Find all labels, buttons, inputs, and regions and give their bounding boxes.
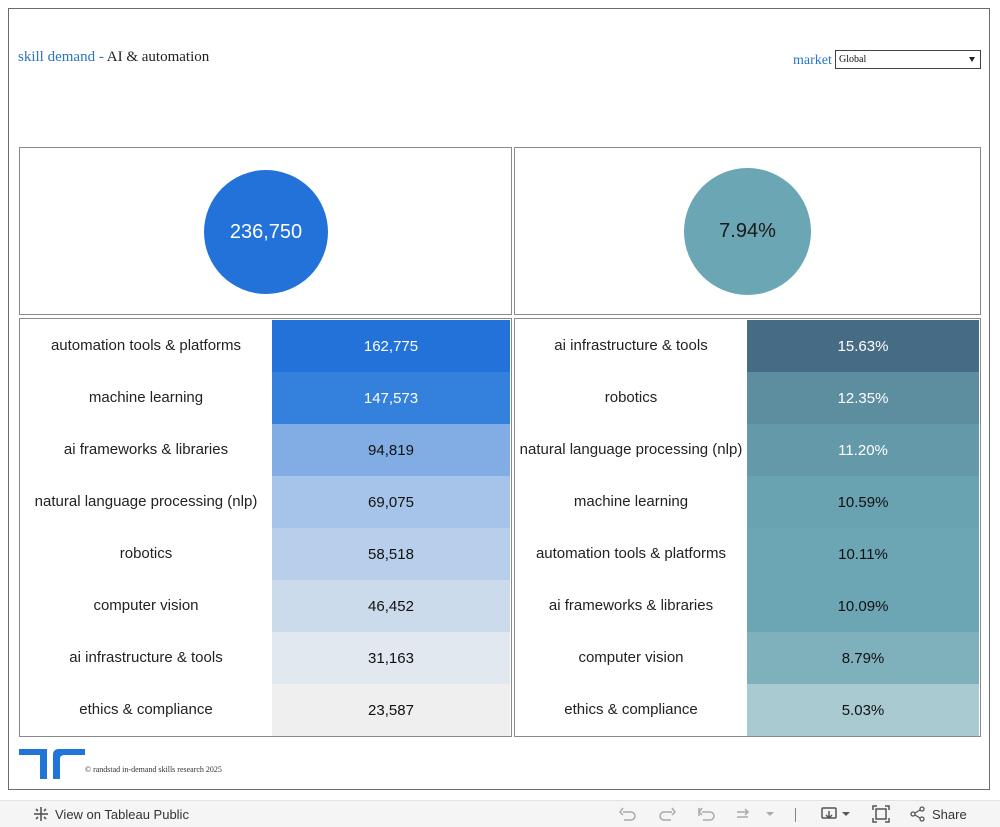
view-on-tableau-public-link[interactable]: View on Tableau Public <box>33 806 189 822</box>
skill-label: machine learning <box>573 493 689 510</box>
tableau-toolbar: View on Tableau Public Share <box>0 800 1000 827</box>
market-dropdown-value: Global <box>839 54 867 65</box>
download-icon[interactable] <box>820 805 852 823</box>
table-row[interactable]: computer vision 46,452 <box>20 580 511 632</box>
table-row[interactable]: ethics & compliance 5.03% <box>515 684 980 736</box>
table-row[interactable]: natural language processing (nlp) 11.20% <box>515 424 980 476</box>
market-dropdown[interactable]: Global <box>835 50 981 69</box>
table-row[interactable]: machine learning 147,573 <box>20 372 511 424</box>
fullscreen-icon[interactable] <box>871 805 891 823</box>
skill-value-cell[interactable]: 5.03% <box>747 684 979 736</box>
skill-value-cell[interactable]: 69,075 <box>272 476 510 528</box>
skill-value-cell[interactable]: 23,587 <box>272 684 510 736</box>
skill-value-cell[interactable]: 31,163 <box>272 632 510 684</box>
skill-label: ethics & compliance <box>564 701 698 718</box>
skill-label: computer vision <box>578 649 684 666</box>
skill-value-cell[interactable]: 10.11% <box>747 528 979 580</box>
toolbar-divider <box>795 808 796 822</box>
market-filter-label: market <box>793 53 832 68</box>
skill-label: natural language processing (nlp) <box>34 493 258 510</box>
skill-label: robotics <box>604 389 658 406</box>
skill-value-cell[interactable]: 11.20% <box>747 424 979 476</box>
skill-value-cell[interactable]: 94,819 <box>272 424 510 476</box>
skill-label: machine learning <box>88 389 204 406</box>
title-skill-demand: skill demand <box>18 49 96 65</box>
kpi-growth-value: 7.94% <box>719 220 776 242</box>
kpi-growth-circle[interactable]: 7.94% <box>684 168 811 295</box>
table-row[interactable]: robotics 12.35% <box>515 372 980 424</box>
copyright-footnote: © randstad in-demand skills research 202… <box>85 765 222 774</box>
kpi-total-value: 236,750 <box>229 220 303 243</box>
table-row[interactable]: natural language processing (nlp) 69,075 <box>20 476 511 528</box>
skill-value-cell[interactable]: 8.79% <box>747 632 979 684</box>
title-category: AI & automation <box>106 49 210 65</box>
table-row[interactable]: automation tools & platforms 10.11% <box>515 528 980 580</box>
table-row[interactable]: automation tools & platforms 162,775 <box>20 320 511 372</box>
skill-label: ai infrastructure & tools <box>554 337 708 354</box>
refresh-chevron-down-icon[interactable] <box>760 805 780 823</box>
dashboard-title: skill demand - AI & automation <box>18 49 209 66</box>
refresh-icon[interactable] <box>733 805 753 823</box>
skill-label: ai frameworks & libraries <box>63 441 229 458</box>
skill-label: ai infrastructure & tools <box>69 649 223 666</box>
randstad-logo <box>19 749 85 779</box>
skill-value-cell[interactable]: 12.35% <box>747 372 979 424</box>
table-row[interactable]: ai infrastructure & tools 15.63% <box>515 320 980 372</box>
skill-value-cell[interactable]: 15.63% <box>747 320 979 372</box>
skill-value-cell[interactable]: 162,775 <box>272 320 510 372</box>
redo-icon[interactable] <box>657 805 677 823</box>
undo-icon[interactable] <box>618 805 638 823</box>
table-row[interactable]: robotics 58,518 <box>20 528 511 580</box>
skill-label: ai frameworks & libraries <box>548 597 714 614</box>
table-row[interactable]: ai infrastructure & tools 31,163 <box>20 632 511 684</box>
revert-icon[interactable] <box>697 805 717 823</box>
kpi-total-demand-panel: 236,750 <box>19 147 512 315</box>
kpi-growth-panel: 7.94% <box>514 147 981 315</box>
skill-label: automation tools & platforms <box>535 545 727 562</box>
skill-value-cell[interactable]: 10.09% <box>747 580 979 632</box>
table-row[interactable]: machine learning 10.59% <box>515 476 980 528</box>
table-row[interactable]: ai frameworks & libraries 10.09% <box>515 580 980 632</box>
share-label: Share <box>932 806 967 822</box>
skill-label: ethics & compliance <box>79 701 213 718</box>
skill-value-cell[interactable]: 46,452 <box>272 580 510 632</box>
skill-value-cell[interactable]: 10.59% <box>747 476 979 528</box>
view-on-tableau-public-label: View on Tableau Public <box>55 806 189 822</box>
skill-label: computer vision <box>93 597 199 614</box>
chevron-down-icon <box>969 57 975 62</box>
table-row[interactable]: ai frameworks & libraries 94,819 <box>20 424 511 476</box>
title-separator: - <box>98 49 104 65</box>
skill-value-cell[interactable]: 147,573 <box>272 372 510 424</box>
skill-label: natural language processing (nlp) <box>519 441 743 458</box>
skill-growth-table: ai infrastructure & tools 15.63% robotics 1… <box>514 318 981 737</box>
skill-value-cell[interactable]: 58,518 <box>272 528 510 580</box>
table-row[interactable]: computer vision 8.79% <box>515 632 980 684</box>
kpi-total-circle[interactable]: 236,750 <box>204 170 328 294</box>
share-button[interactable]: Share <box>910 806 967 822</box>
share-icon <box>910 806 925 822</box>
skill-label: automation tools & platforms <box>50 337 242 354</box>
table-row[interactable]: ethics & compliance 23,587 <box>20 684 511 736</box>
skill-demand-table: automation tools & platforms 162,775 machi… <box>19 318 512 737</box>
skill-label: robotics <box>119 545 173 562</box>
tableau-logo-icon <box>34 807 48 821</box>
